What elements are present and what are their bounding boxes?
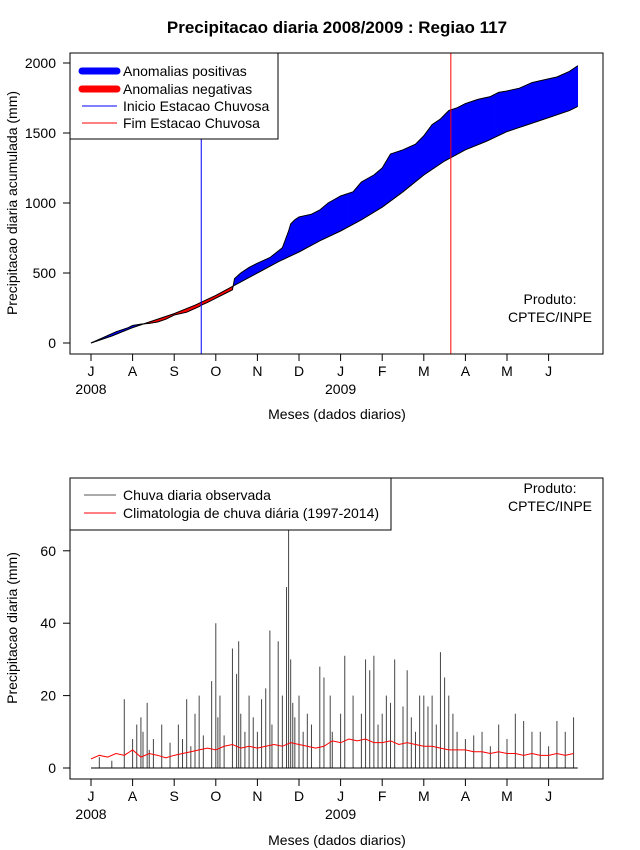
top-y-axis-label: Precipitacao diaria acumulada (mm) xyxy=(4,91,20,315)
y-tick-label: 40 xyxy=(40,615,56,631)
x-tick-label: S xyxy=(170,788,179,804)
x-tick-label: N xyxy=(252,363,262,379)
bottom-y-axis-label: Precipitacao diaria (mm) xyxy=(4,552,20,704)
x-tick-label: O xyxy=(210,363,221,379)
top-chart: Precipitacao diaria 2008/2009 : Regiao 1… xyxy=(4,18,604,422)
x-year-label: 2009 xyxy=(325,381,356,397)
chart-title: Precipitacao diaria 2008/2009 : Regiao 1… xyxy=(167,18,507,37)
bottom-product-source: CPTEC/INPE xyxy=(508,498,592,514)
x-tick-label: M xyxy=(501,788,513,804)
x-year-label: 2008 xyxy=(75,381,106,397)
x-tick-label: A xyxy=(128,363,138,379)
y-tick-label: 1500 xyxy=(25,125,56,141)
x-tick-label: M xyxy=(418,788,430,804)
bottom-plot-area xyxy=(90,529,578,769)
bottom-x-axis: J A S O N D J F M A M J 2008 2009 xyxy=(75,778,552,822)
bottom-x-axis-label: Meses (dados diarios) xyxy=(268,832,406,848)
top-plot-area xyxy=(90,53,579,354)
legend-label-observed: Chuva diaria observada xyxy=(123,487,271,503)
legend-label-climatology: Climatologia de chuva diária (1997-2014) xyxy=(123,505,379,521)
climatology-daily-line xyxy=(90,738,574,760)
top-x-axis: J A S O N D J F M A M J 2008 2009 xyxy=(75,353,552,397)
x-tick-label: J xyxy=(88,788,95,804)
x-tick-label: O xyxy=(210,788,221,804)
x-tick-label: A xyxy=(461,788,471,804)
y-tick-label: 2000 xyxy=(25,55,56,71)
y-tick-label: 0 xyxy=(48,760,56,776)
bottom-legend: Chuva diaria observada Climatologia de c… xyxy=(69,477,392,531)
x-year-label: 2008 xyxy=(75,806,106,822)
legend-label-season-start: Inicio Estacao Chuvosa xyxy=(123,98,270,114)
x-tick-label: M xyxy=(501,363,513,379)
x-tick-label: N xyxy=(252,788,262,804)
x-tick-label: F xyxy=(378,788,387,804)
y-tick-label: 20 xyxy=(40,688,56,704)
x-tick-label: A xyxy=(461,363,471,379)
top-product-source: CPTEC/INPE xyxy=(508,309,592,325)
top-legend: Anomalias positivas Anomalias negativas … xyxy=(69,52,279,140)
top-legend-box xyxy=(69,52,279,140)
bottom-legend-box xyxy=(69,477,392,531)
x-tick-label: J xyxy=(337,788,344,804)
y-tick-label: 500 xyxy=(33,265,57,281)
y-tick-label: 1000 xyxy=(25,195,56,211)
x-tick-label: D xyxy=(294,788,304,804)
y-tick-label: 0 xyxy=(48,335,56,351)
top-y-axis: 0 500 1000 1500 2000 xyxy=(25,55,71,351)
x-tick-label: D xyxy=(294,363,304,379)
x-year-label: 2009 xyxy=(325,806,356,822)
bottom-y-axis: 0 20 40 60 xyxy=(40,543,71,776)
top-product-label: Produto: xyxy=(524,291,577,307)
x-tick-label: S xyxy=(170,363,179,379)
x-tick-label: J xyxy=(545,788,552,804)
positive-anomaly-segment xyxy=(576,65,579,108)
x-tick-label: M xyxy=(418,363,430,379)
y-tick-label: 60 xyxy=(40,543,56,559)
legend-label-negative: Anomalias negativas xyxy=(123,81,252,97)
x-tick-label: F xyxy=(378,363,387,379)
x-tick-label: J xyxy=(545,363,552,379)
bottom-product-label: Produto: xyxy=(524,480,577,496)
observed-cumulative-line xyxy=(90,65,578,344)
x-tick-label: A xyxy=(128,788,138,804)
climatology-cumulative-line xyxy=(90,105,578,344)
x-tick-label: J xyxy=(88,363,95,379)
legend-label-season-end: Fim Estacao Chuvosa xyxy=(123,115,260,131)
x-tick-label: J xyxy=(337,363,344,379)
legend-label-positive: Anomalias positivas xyxy=(123,63,247,79)
bottom-chart: 0 20 40 60 J A S O N D J F M A M J 2008 2009 Precipitaca… xyxy=(4,477,604,848)
top-x-axis-label: Meses (dados diarios) xyxy=(268,406,406,422)
